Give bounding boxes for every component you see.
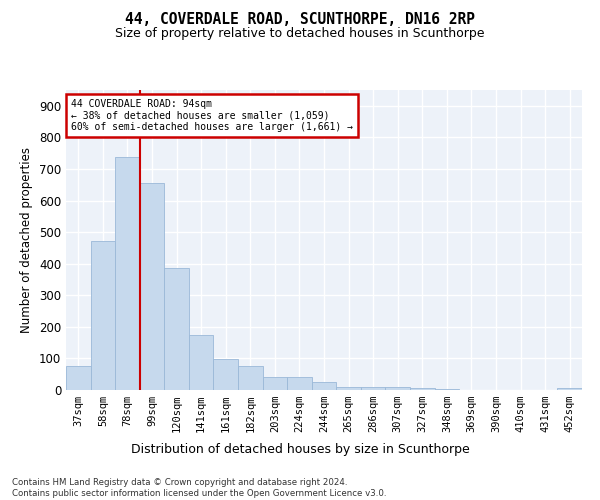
Bar	[410, 388, 434, 390]
Text: 44 COVERDALE ROAD: 94sqm
← 38% of detached houses are smaller (1,059)
60% of sem: 44 COVERDALE ROAD: 94sqm ← 38% of detach…	[71, 99, 353, 132]
Text: Size of property relative to detached houses in Scunthorpe: Size of property relative to detached ho…	[115, 28, 485, 40]
Bar	[434, 389, 459, 390]
Text: 44, COVERDALE ROAD, SCUNTHORPE, DN16 2RP: 44, COVERDALE ROAD, SCUNTHORPE, DN16 2RP	[125, 12, 475, 28]
Bar	[189, 334, 214, 390]
Bar	[385, 388, 410, 390]
Text: Distribution of detached houses by size in Scunthorpe: Distribution of detached houses by size …	[131, 442, 469, 456]
Bar	[263, 378, 287, 390]
Bar	[164, 268, 189, 390]
Bar	[91, 240, 115, 390]
Y-axis label: Number of detached properties: Number of detached properties	[20, 147, 34, 333]
Bar	[238, 366, 263, 390]
Bar	[336, 387, 361, 390]
Bar	[140, 182, 164, 390]
Text: Contains HM Land Registry data © Crown copyright and database right 2024.
Contai: Contains HM Land Registry data © Crown c…	[12, 478, 386, 498]
Bar	[361, 387, 385, 390]
Bar	[287, 378, 312, 390]
Bar	[214, 360, 238, 390]
Bar	[312, 382, 336, 390]
Bar	[557, 388, 582, 390]
Bar	[115, 158, 140, 390]
Bar	[66, 366, 91, 390]
